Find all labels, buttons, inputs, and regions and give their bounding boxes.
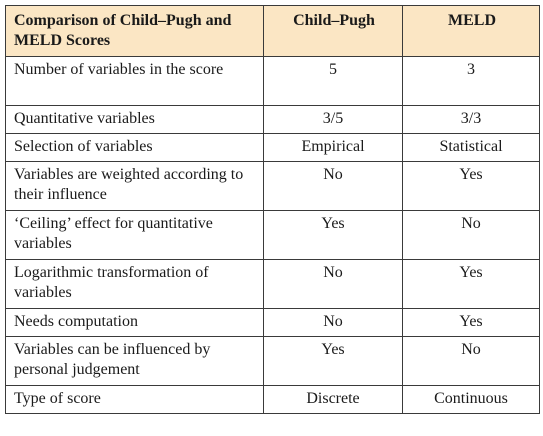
child-pugh-value: No [263,161,403,211]
comparison-table: Comparison of Child–Pugh and MELD Scores… [5,5,540,414]
row-label: Logarithmic transformation of variables [5,259,264,309]
meld-value: Statistical [402,133,540,162]
table-row: Number of variables in the score 5 3 [5,56,540,106]
table-row: Selection of variables Empirical Statist… [5,133,540,162]
header-meld: MELD [402,5,540,57]
table-row: Needs computation No Yes [5,308,540,337]
meld-value: Yes [402,259,540,309]
table-row: Quantitative variables 3/5 3/3 [5,105,540,134]
table-row: ‘Ceiling’ effect for quantitative variab… [5,210,540,260]
header-comparison: Comparison of Child–Pugh and MELD Scores [5,5,264,57]
meld-value: Yes [402,161,540,211]
meld-value: 3/3 [402,105,540,134]
child-pugh-value: Discrete [263,385,403,414]
child-pugh-value: Empirical [263,133,403,162]
row-label: Quantitative variables [5,105,264,134]
header-child-pugh: Child–Pugh [263,5,403,57]
row-label: Variables can be influenced by personal … [5,336,264,386]
child-pugh-value: 5 [263,56,403,106]
row-label: ‘Ceiling’ effect for quantitative variab… [5,210,264,260]
header-row: Comparison of Child–Pugh and MELD Scores… [5,5,540,57]
child-pugh-value: 3/5 [263,105,403,134]
table-row: Variables can be influenced by personal … [5,336,540,386]
meld-value: 3 [402,56,540,106]
row-label: Needs computation [5,308,264,337]
row-label: Type of score [5,385,264,414]
meld-value: Continuous [402,385,540,414]
child-pugh-value: Yes [263,210,403,260]
table-row: Variables are weighted according to thei… [5,161,540,211]
meld-value: No [402,210,540,260]
meld-value: No [402,336,540,386]
child-pugh-value: No [263,259,403,309]
child-pugh-value: No [263,308,403,337]
child-pugh-value: Yes [263,336,403,386]
meld-value: Yes [402,308,540,337]
row-label: Variables are weighted according to thei… [5,161,264,211]
table-row: Type of score Discrete Continuous [5,385,540,414]
table-row: Logarithmic transformation of variables … [5,259,540,309]
row-label: Selection of variables [5,133,264,162]
row-label: Number of variables in the score [5,56,264,106]
